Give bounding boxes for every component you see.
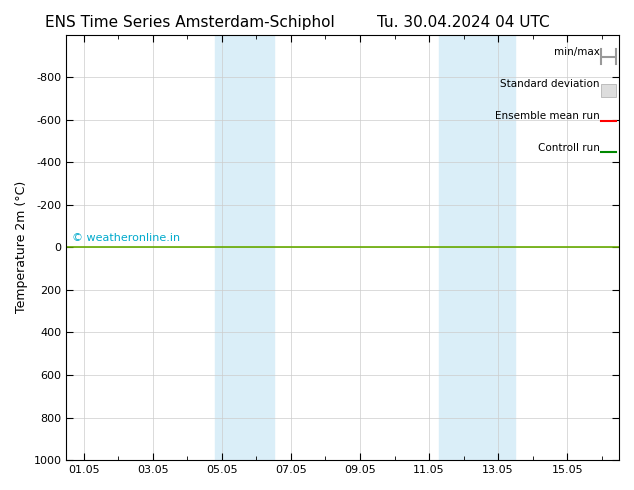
Text: min/max: min/max [553,48,600,57]
Bar [439,35,515,460]
Text: Tu. 30.04.2024 04 UTC: Tu. 30.04.2024 04 UTC [377,15,549,30]
Y-axis label: Temperature 2m (°C): Temperature 2m (°C) [15,181,28,314]
Text: ENS Time Series Amsterdam-Schiphol: ENS Time Series Amsterdam-Schiphol [45,15,335,30]
Text: © weatheronline.in: © weatheronline.in [72,233,180,243]
Bar [215,35,274,460]
Bar [601,83,616,97]
Text: Ensemble mean run: Ensemble mean run [495,111,600,121]
Text: Standard deviation: Standard deviation [500,79,600,89]
Text: Controll run: Controll run [538,143,600,153]
